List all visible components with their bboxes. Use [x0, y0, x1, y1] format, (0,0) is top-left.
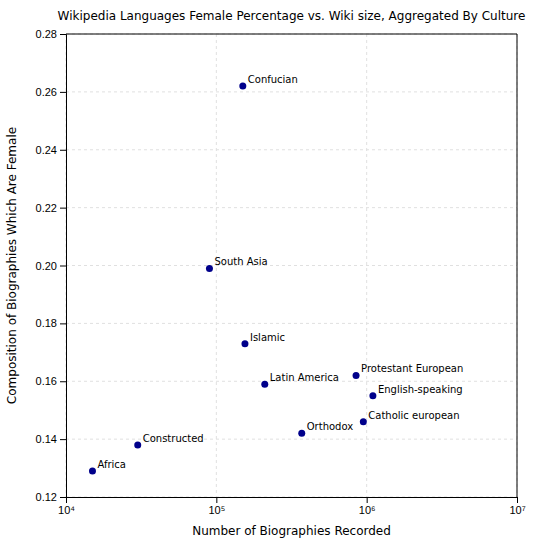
tick: 0.16 — [36, 375, 66, 387]
point — [360, 418, 367, 425]
tick: 10⁶ — [359, 497, 376, 516]
point — [353, 372, 360, 379]
points — [89, 83, 376, 475]
grid-line — [66, 323, 517, 324]
point-label: English-speaking — [378, 384, 463, 395]
point — [261, 381, 268, 388]
tick-mark — [367, 497, 368, 503]
grid-line — [66, 207, 517, 208]
frame — [66, 34, 517, 35]
tick-label: 0.12 — [36, 491, 57, 503]
point-label: Africa — [97, 459, 126, 470]
tick-label: 10⁵ — [208, 504, 225, 516]
tick: 0.26 — [36, 86, 66, 98]
tick-mark — [216, 497, 217, 503]
axis-line — [60, 35, 67, 498]
tick-label: 0.28 — [36, 28, 57, 40]
tick-mark — [60, 208, 66, 209]
tick-mark — [60, 381, 66, 382]
grid-line — [66, 34, 517, 35]
tick-mark — [60, 34, 66, 35]
tick: 0.28 — [36, 28, 66, 40]
tick: 10⁷ — [509, 497, 525, 516]
tick-label: 0.14 — [36, 433, 57, 445]
tick: 0.18 — [36, 317, 66, 329]
tick-label: 0.24 — [36, 144, 57, 156]
point — [241, 340, 248, 347]
tick-mark — [60, 92, 66, 93]
tick-mark — [517, 497, 518, 503]
tick-mark — [60, 439, 66, 440]
point-label: Orthodox — [307, 421, 354, 432]
tick: 0.22 — [36, 202, 66, 214]
grid-line — [66, 265, 517, 266]
tick: 0.24 — [36, 144, 66, 156]
point — [206, 265, 213, 272]
tick-mark — [60, 266, 66, 267]
tick-label: 0.16 — [36, 375, 57, 387]
x-axis-title: Number of Biographies Recorded — [192, 524, 391, 538]
tick-label: 10⁴ — [58, 504, 75, 516]
y-axis-title: Composition of Biographies Which Are Fem… — [5, 127, 19, 404]
tick: 0.20 — [36, 260, 66, 272]
tick-label: 0.18 — [36, 317, 57, 329]
point — [239, 83, 246, 90]
point-label: Constructed — [143, 433, 204, 444]
point-label: Islamic — [250, 332, 285, 343]
tick-mark — [60, 150, 66, 151]
point-labels: Confucian South Asia Islamic Latin America P… — [97, 74, 463, 470]
point-label: Protestant European — [361, 363, 463, 374]
tick: 10⁴ — [58, 497, 75, 516]
grid-line — [66, 149, 517, 150]
tick-label: 10⁷ — [509, 504, 525, 516]
chart: 10⁴ 10⁵ 10⁶ 10⁷ 0.12 0.14 0.16 0.18 0.20 0.22 0.24… — [0, 0, 539, 545]
point — [369, 392, 376, 399]
point-label: Latin America — [270, 372, 339, 383]
point — [89, 467, 96, 474]
tick: 10⁵ — [208, 497, 225, 516]
tick-mark — [60, 497, 66, 498]
grid-line — [517, 34, 518, 497]
point-label: Confucian — [248, 74, 298, 85]
tick-label: 0.20 — [36, 260, 57, 272]
tick-label: 0.26 — [36, 86, 57, 98]
tick: 0.12 — [36, 491, 66, 503]
tick-mark — [60, 323, 66, 324]
y-axis: 0.12 0.14 0.16 0.18 0.20 0.22 0.24 0.26 0.28 — [36, 28, 67, 503]
title: Wikipedia Languages Female Percentage vs… — [58, 9, 526, 23]
grid-line — [66, 439, 517, 440]
grid-line — [66, 91, 517, 92]
tick: 0.14 — [36, 433, 66, 445]
tick-label: 0.22 — [36, 202, 57, 214]
frame — [517, 34, 518, 497]
plot: 10⁴ 10⁵ 10⁶ 10⁷ 0.12 0.14 0.16 0.18 0.20 0.22 0.24… — [36, 28, 526, 516]
grid — [66, 34, 517, 497]
x-axis: 10⁴ 10⁵ 10⁶ 10⁷ — [58, 497, 526, 516]
tick-label: 10⁶ — [359, 504, 376, 516]
point — [298, 430, 305, 437]
axis-line — [67, 498, 518, 504]
point — [134, 441, 141, 448]
point-label: Catholic european — [368, 410, 459, 421]
point-label: South Asia — [214, 256, 267, 267]
